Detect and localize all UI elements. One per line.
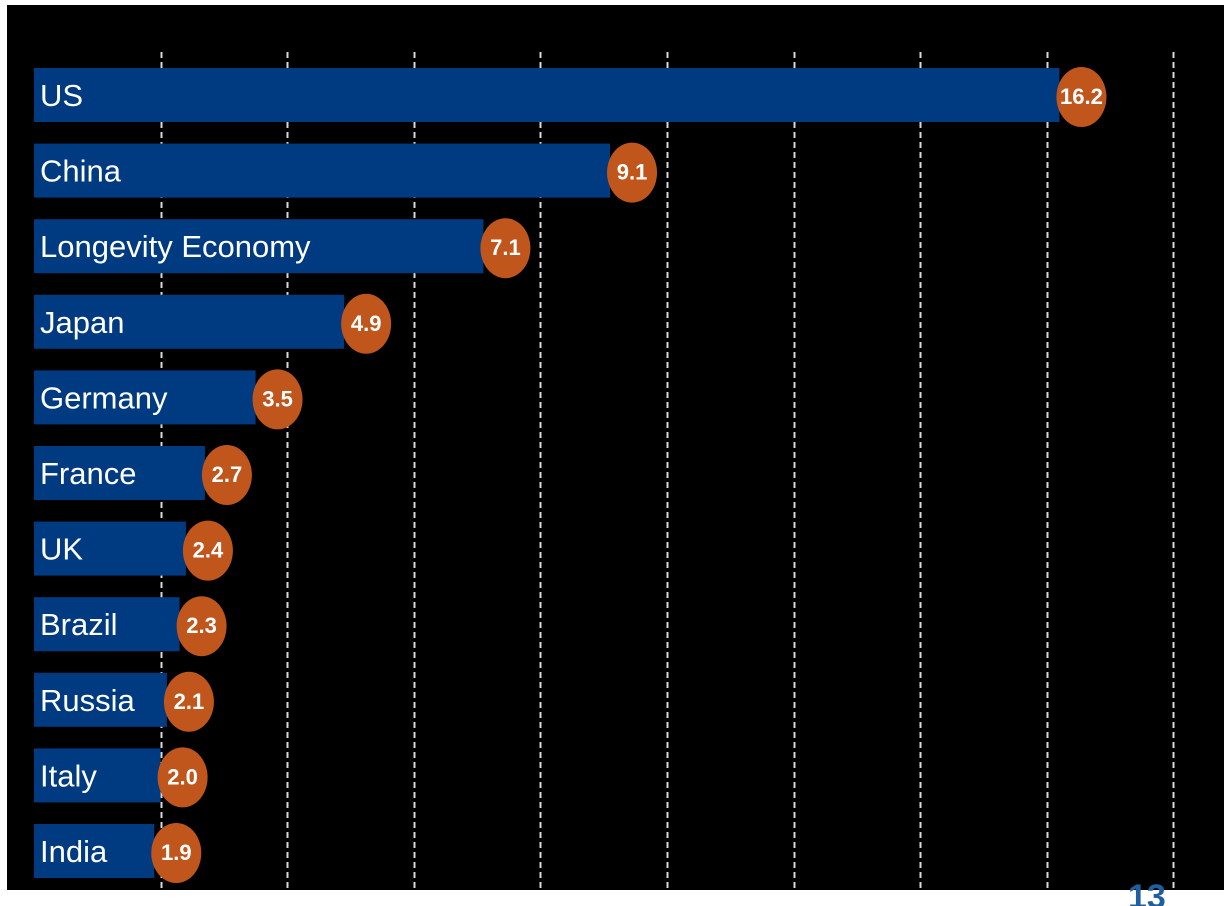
page-number: 13 <box>1128 878 1166 906</box>
value-bubble <box>341 293 392 354</box>
value-bubble <box>182 520 233 581</box>
category-label: Germany <box>40 380 168 415</box>
value-label: 4.9 <box>351 311 382 336</box>
category-label: UK <box>40 532 83 567</box>
value-label: 2.7 <box>212 462 243 487</box>
bar <box>34 294 345 349</box>
value-label: 2.4 <box>193 538 224 563</box>
value-label: 9.1 <box>617 160 648 185</box>
bar <box>34 446 205 500</box>
value-bubble <box>480 218 531 279</box>
value-bubble <box>252 369 303 430</box>
value-label: 2.0 <box>167 764 198 789</box>
value-bubble <box>151 823 202 883</box>
category-label: Longevity Economy <box>40 229 311 264</box>
bar <box>34 143 611 198</box>
value-label: 7.1 <box>490 235 521 260</box>
bar <box>34 68 1060 122</box>
bar <box>34 824 155 878</box>
category-label: Russia <box>40 683 136 718</box>
category-label: Brazil <box>40 607 118 642</box>
value-bubble <box>176 596 227 657</box>
bar <box>34 521 186 576</box>
value-bubble <box>163 671 214 732</box>
bar <box>34 370 256 425</box>
category-label: China <box>40 154 122 189</box>
value-label: 2.1 <box>174 689 205 714</box>
category-label: Italy <box>40 758 97 793</box>
category-label: France <box>40 456 136 491</box>
value-label: 1.9 <box>161 840 192 865</box>
value-label: 3.5 <box>262 386 293 411</box>
value-bubble <box>607 142 658 203</box>
category-label: India <box>40 834 108 869</box>
value-label: 16.2 <box>1060 84 1103 109</box>
value-label: 2.3 <box>186 613 217 638</box>
category-label: US <box>40 78 83 113</box>
category-label: Japan <box>40 305 124 340</box>
value-bubble <box>157 747 208 808</box>
value-bubble <box>1056 67 1107 127</box>
bar <box>34 748 161 803</box>
value-bubble <box>201 445 252 505</box>
bar <box>34 597 180 652</box>
bar <box>34 672 167 727</box>
bar <box>34 219 484 274</box>
